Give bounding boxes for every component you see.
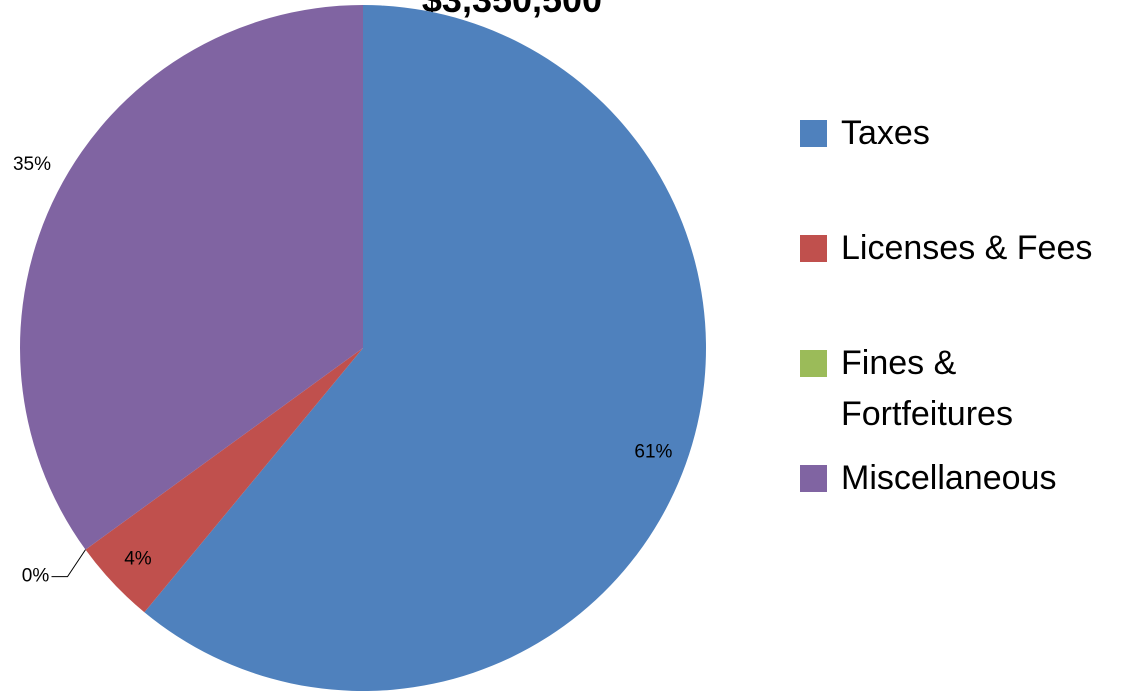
data-label: 4% [124,548,152,569]
legend-label: Miscellaneous [841,459,1057,497]
legend-swatch [800,120,827,147]
pie-slice [144,5,706,691]
legend-swatch [800,465,827,492]
legend: Taxes Licenses & Fees Fines & Fortfeitures… [800,108,1100,568]
legend-item: Miscellaneous [800,453,1100,568]
legend-item: Licenses & Fees [800,223,1100,338]
pie-slice [85,348,363,613]
legend-label: Taxes [841,114,930,152]
data-label: 0% [22,566,50,587]
legend-swatch [800,235,827,262]
pie-slice [19,5,363,550]
legend-label: Fines & Fortfeitures [841,344,1013,433]
leader-line [51,549,86,578]
legend-label: Licenses & Fees [841,229,1093,267]
legend-item: Fines & Fortfeitures [800,338,1100,453]
data-label: 35% [13,154,51,175]
legend-item: Taxes [800,108,1100,223]
data-label: 61% [634,442,672,463]
legend-swatch [800,350,827,377]
chart-title: $3,350,500 [422,0,602,20]
